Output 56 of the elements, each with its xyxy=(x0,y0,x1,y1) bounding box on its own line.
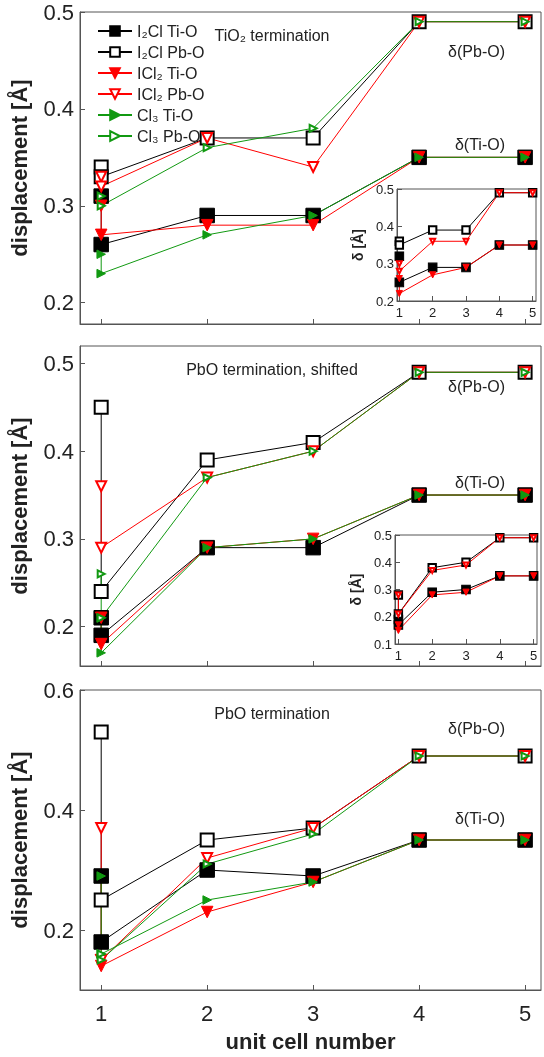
y-tick-label: 0.5 xyxy=(375,181,394,197)
y-tick-label: 0.2 xyxy=(43,290,74,316)
annotation: δ(Pb-O) xyxy=(448,377,505,395)
y-tick-label: 0.4 xyxy=(43,438,74,464)
legend-label: I₂Cl Ti-O xyxy=(137,22,198,40)
y-tick-label: 0.2 xyxy=(375,293,394,309)
text: PbO termination xyxy=(214,704,330,722)
annotation: δ(Pb-O) xyxy=(448,42,505,60)
y-tick-label: 0.4 xyxy=(373,554,392,570)
x-tick-label: 5 xyxy=(518,1000,532,1026)
x-tick-label: 2 xyxy=(429,305,437,320)
legend-label: Cl₃ Ti-O xyxy=(137,106,194,124)
x-tick-label: 4 xyxy=(413,1000,426,1026)
text: PbO termination, shifted xyxy=(186,360,358,378)
y-tick-label: 0.6 xyxy=(43,677,74,703)
legend-label: ICl₂ Pb-O xyxy=(137,85,205,103)
x-tick-label: 2 xyxy=(428,648,436,663)
y-tick-label: 0.1 xyxy=(373,636,392,652)
legend-label: ICl₂ Ti-O xyxy=(137,64,198,82)
x-tick-label: 4 xyxy=(495,305,503,320)
text: TiO₂ termination xyxy=(214,26,330,44)
y-axis-title: displacement [Å] xyxy=(5,417,32,595)
legend-label: Cl₃ Pb-O xyxy=(137,127,201,145)
annotation: δ(Ti-O) xyxy=(454,473,506,491)
y-tick-label: 0.5 xyxy=(43,351,74,377)
y-tick-label: 0.2 xyxy=(373,609,392,625)
y-axis-title: displacement [Å] xyxy=(5,751,32,929)
legend-label: I₂Cl Pb-O xyxy=(137,43,205,61)
x-axis-title: unit cell number xyxy=(225,1028,396,1054)
x-tick-label: 3 xyxy=(462,305,470,320)
x-tick-label: 1 xyxy=(395,305,403,320)
y-tick-label: 0.2 xyxy=(43,917,74,943)
x-tick-label: 2 xyxy=(201,1000,214,1026)
y-axis-title: δ [Å] xyxy=(348,573,365,606)
y-tick-label: 0.4 xyxy=(43,797,74,823)
x-tick-label: 3 xyxy=(462,648,470,663)
annotation: δ(Pb-O) xyxy=(448,719,505,737)
y-tick-label: 0.4 xyxy=(375,218,394,234)
y-tick-label: 0.3 xyxy=(373,582,392,597)
y-tick-label: 0.5 xyxy=(43,0,74,25)
y-tick-label: 0.5 xyxy=(373,527,392,543)
y-tick-label: 0.4 xyxy=(43,96,74,122)
x-tick-label: 4 xyxy=(496,648,504,663)
x-tick-label: 5 xyxy=(529,305,537,320)
x-tick-label: 1 xyxy=(394,648,402,663)
y-tick-label: 0.3 xyxy=(43,526,74,552)
y-axis-title: δ [Å] xyxy=(350,229,367,261)
y-tick-label: 0.3 xyxy=(43,193,74,219)
y-axis-title: displacement [Å] xyxy=(5,79,32,257)
x-tick-label: 3 xyxy=(307,1000,320,1026)
x-tick-label: 5 xyxy=(530,648,538,663)
y-tick-label: 0.2 xyxy=(43,614,74,640)
x-tick-label: 1 xyxy=(95,1000,108,1026)
annotation: δ(Ti-O) xyxy=(454,810,506,828)
annotation: δ(Ti-O) xyxy=(454,136,506,154)
y-tick-label: 0.3 xyxy=(375,256,394,272)
